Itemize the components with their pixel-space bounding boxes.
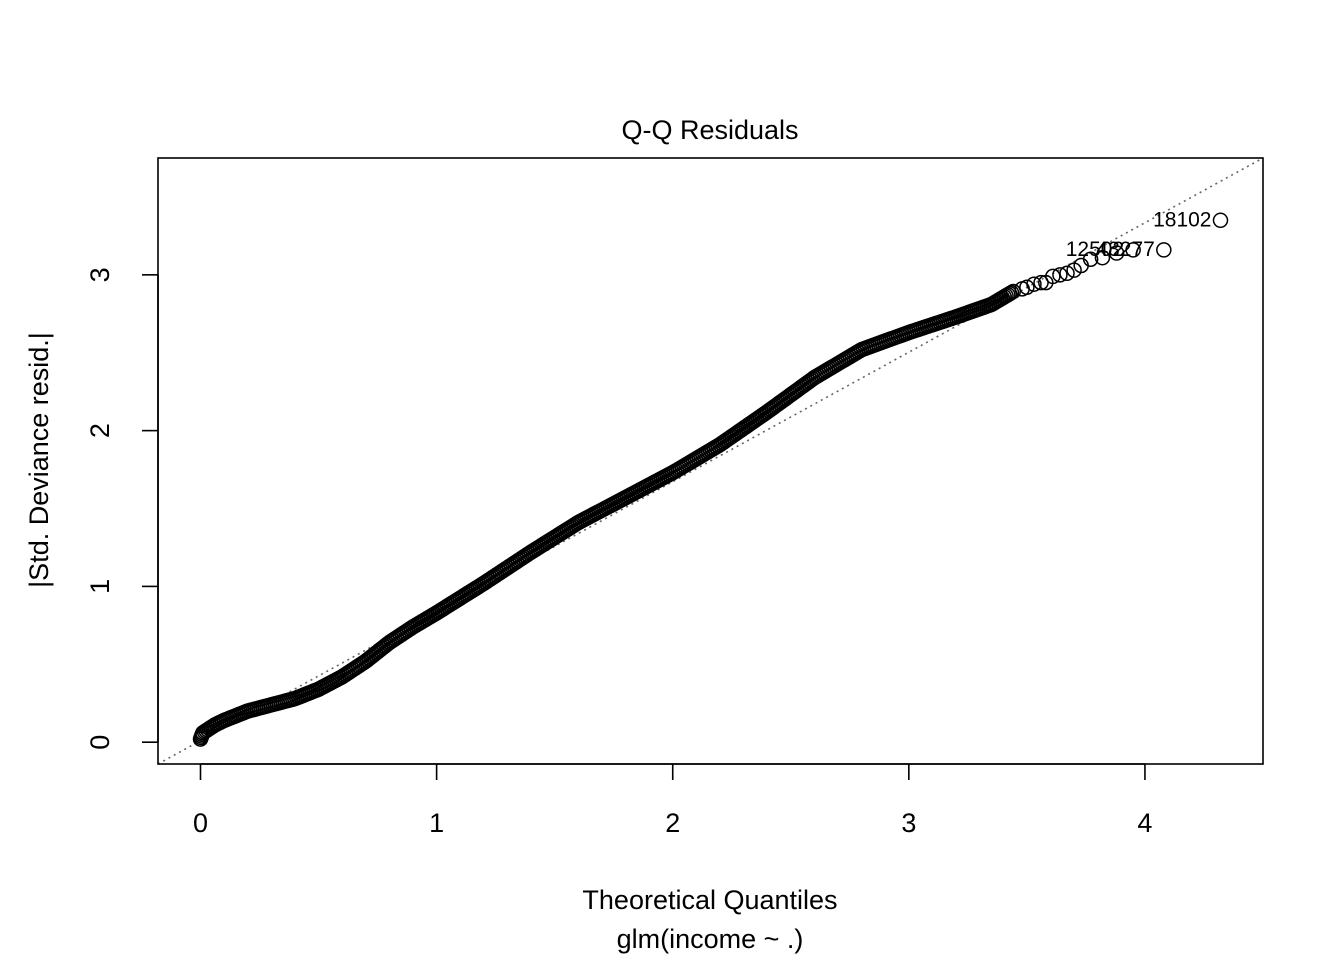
- qq-point: [1156, 242, 1172, 258]
- qq-point: [1052, 267, 1068, 283]
- chart-title: Q-Q Residuals: [621, 115, 798, 145]
- x-tick-label: 1: [429, 808, 444, 838]
- x-axis-sublabel: glm(income ~ .): [617, 924, 804, 954]
- qq-point: [1125, 242, 1141, 258]
- qq-point: [1005, 283, 1022, 300]
- points-layer: [192, 212, 1229, 747]
- qq-point: [1026, 276, 1042, 292]
- outlier-label: 43277: [1096, 238, 1154, 261]
- x-tick-label: 0: [193, 808, 208, 838]
- qq-point: [1094, 249, 1111, 266]
- qq-point: [1059, 265, 1075, 282]
- outlier-label: 12502: [1066, 238, 1124, 261]
- qq-point: [1003, 284, 1020, 301]
- qq-point: [1033, 274, 1049, 291]
- y-tick-label: 3: [85, 267, 115, 282]
- y-axis-label: |Std. Deviance resid.|: [24, 332, 54, 588]
- x-tick-label: 3: [901, 808, 916, 838]
- plot-frame: [157, 157, 1264, 765]
- x-tick-label: 4: [1137, 808, 1152, 838]
- y-tick-label: 2: [85, 423, 115, 438]
- qq-point: [1019, 279, 1035, 296]
- y-tick-label: 0: [85, 735, 115, 750]
- x-tick-label: 2: [665, 808, 680, 838]
- x-axis-label: Theoretical Quantiles: [582, 885, 837, 915]
- outlier-label: 18102: [1153, 208, 1211, 231]
- y-tick-label: 1: [85, 579, 115, 594]
- qq-point: [1045, 268, 1061, 285]
- axis-ticks: 0 1 2 3 4 0 1 2 3: [85, 267, 1152, 838]
- qq-point: [1082, 251, 1099, 268]
- qq-point: [1212, 212, 1229, 229]
- qq-point: [1108, 245, 1125, 261]
